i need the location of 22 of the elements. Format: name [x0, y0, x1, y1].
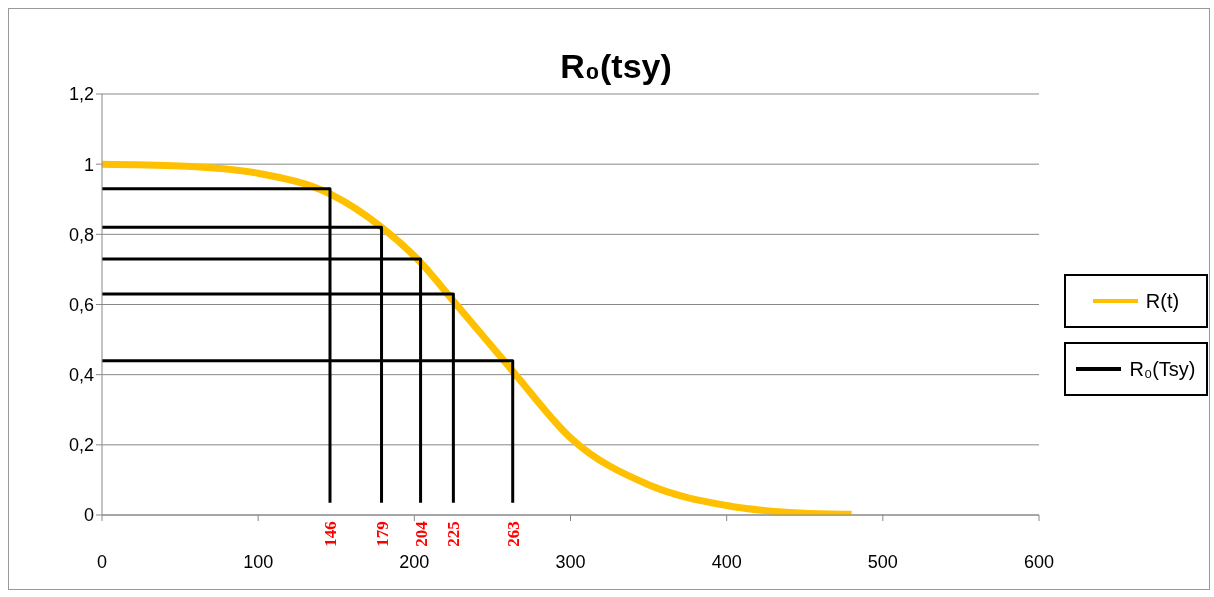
annotation: 179 — [372, 521, 392, 547]
y-tick-label: 1 — [83, 154, 94, 175]
annotation: 204 — [411, 520, 431, 547]
y-tick-label: 0,8 — [68, 224, 94, 245]
x-tick-label: 600 — [1023, 551, 1055, 572]
y-tick-label: 0 — [83, 505, 94, 526]
annotation: 225 — [444, 521, 464, 547]
chart-title: R₀(tsy) — [559, 47, 673, 86]
annotation: 146 — [321, 521, 340, 547]
y-tick-label: 1,2 — [68, 84, 94, 105]
x-tick-label: 400 — [711, 551, 742, 572]
legend-label: R₀(Tsy) — [1129, 357, 1196, 381]
annotation: 263 — [503, 521, 523, 547]
x-tick-label: 0 — [96, 551, 108, 572]
y-tick-label: 0,6 — [68, 294, 94, 315]
x-tick-label: 300 — [555, 551, 586, 572]
x-tick-label: 500 — [867, 551, 898, 572]
y-tick-label: 0,4 — [68, 365, 94, 386]
y-tick-label: 0,2 — [68, 435, 94, 456]
legend-label: R(t) — [1145, 289, 1180, 313]
x-tick-label: 200 — [399, 551, 430, 572]
x-tick-label: 100 — [243, 551, 274, 572]
